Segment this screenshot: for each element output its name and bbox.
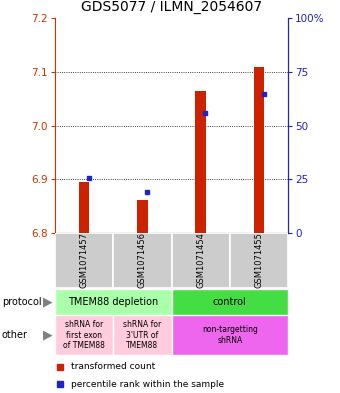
Bar — [113, 233, 171, 288]
Bar — [171, 315, 288, 355]
Bar — [55, 289, 171, 315]
Bar — [55, 233, 113, 288]
Text: protocol: protocol — [2, 297, 41, 307]
Bar — [137, 200, 148, 233]
Bar — [254, 68, 264, 233]
Text: percentile rank within the sample: percentile rank within the sample — [71, 380, 224, 389]
Text: transformed count: transformed count — [71, 362, 156, 371]
Text: ▶: ▶ — [44, 329, 53, 342]
Bar — [79, 182, 89, 233]
Title: GDS5077 / ILMN_2054607: GDS5077 / ILMN_2054607 — [81, 0, 262, 14]
Bar — [171, 233, 230, 288]
Text: GSM1071457: GSM1071457 — [80, 233, 89, 288]
Text: TMEM88 depletion: TMEM88 depletion — [68, 297, 158, 307]
Text: other: other — [2, 330, 28, 340]
Bar — [113, 315, 171, 355]
Text: shRNA for
3'UTR of
TMEM88: shRNA for 3'UTR of TMEM88 — [123, 320, 162, 350]
Bar — [230, 233, 288, 288]
Text: GSM1071454: GSM1071454 — [196, 233, 205, 288]
Bar — [195, 90, 206, 233]
Text: ▶: ▶ — [44, 296, 53, 309]
Text: control: control — [213, 297, 246, 307]
Text: shRNA for
first exon
of TMEM88: shRNA for first exon of TMEM88 — [63, 320, 105, 350]
Bar — [171, 289, 288, 315]
Text: non-targetting
shRNA: non-targetting shRNA — [202, 325, 258, 345]
Text: GSM1071456: GSM1071456 — [138, 233, 147, 288]
Bar — [55, 315, 113, 355]
Text: GSM1071455: GSM1071455 — [254, 233, 264, 288]
